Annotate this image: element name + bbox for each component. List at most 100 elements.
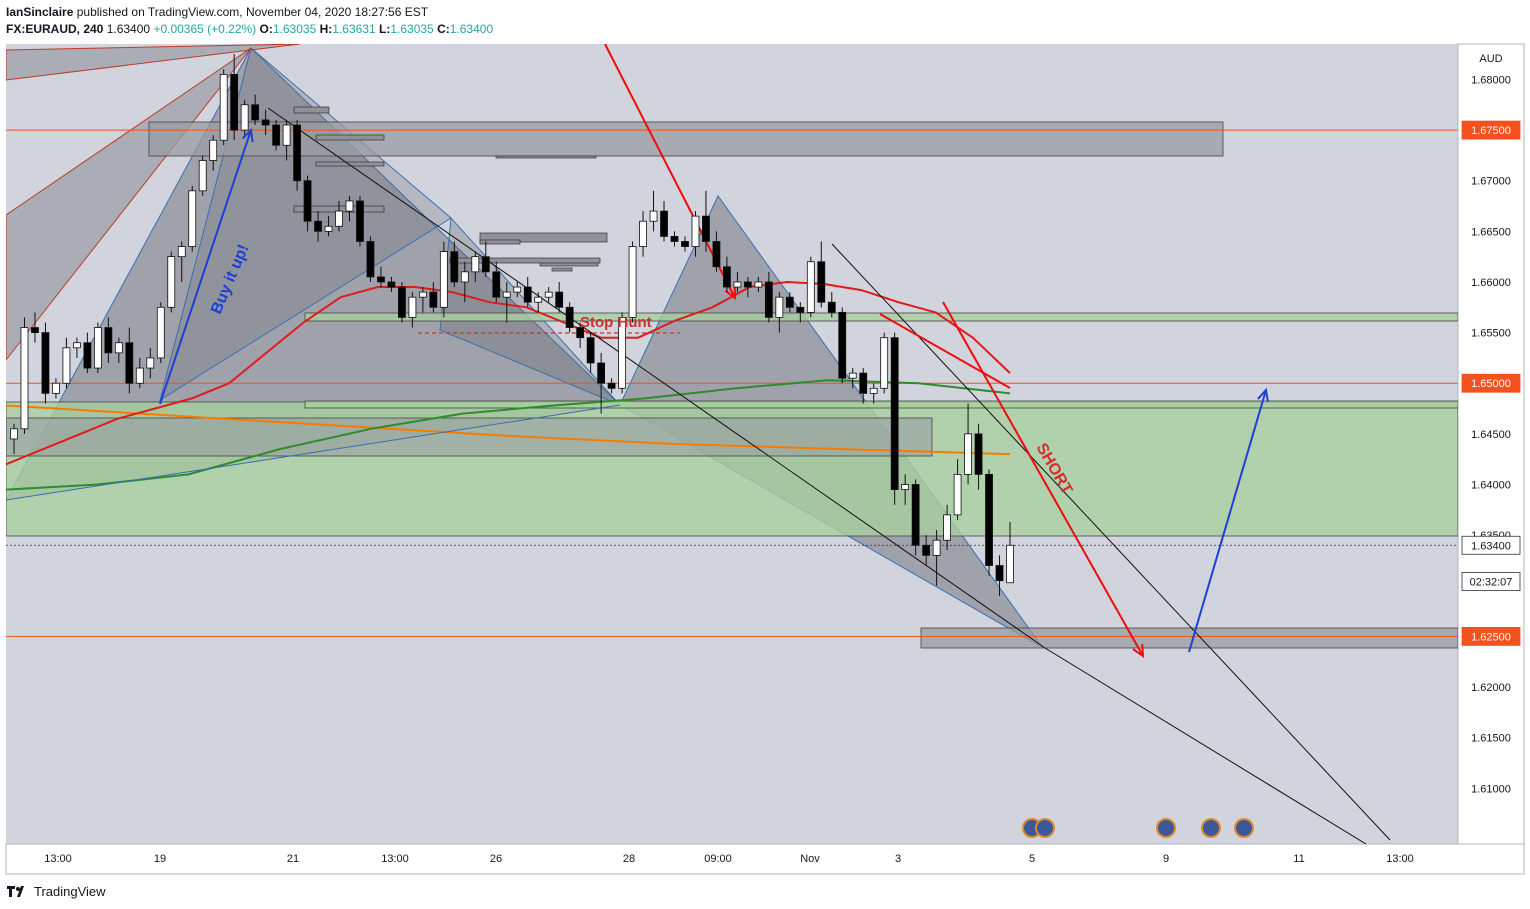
- high-label: H:: [319, 22, 333, 36]
- small-zone-box: [479, 239, 521, 245]
- candle-up: [324, 225, 333, 232]
- trend-line-2: [831, 243, 1391, 841]
- candle-up: [282, 124, 291, 146]
- y-tick-label: 1.62000: [1471, 682, 1511, 694]
- candle-up: [880, 337, 889, 389]
- trend-line-1-ext: [1044, 647, 1367, 844]
- trend-line-1: [267, 107, 1046, 649]
- candle-down: [890, 337, 899, 490]
- x-axis-labels: 13:00 19 21 13:00 26 28 09:00 Nov 3 5 9 11 13:00: [44, 853, 1414, 865]
- level-price-label: 1.62500: [1471, 631, 1511, 643]
- candle-up: [219, 73, 228, 141]
- candle-down: [796, 306, 805, 313]
- y-tick-label: 1.64000: [1471, 480, 1511, 492]
- small-zone-box: [449, 257, 601, 264]
- last-price-label-box: [1461, 535, 1521, 555]
- candle-down: [377, 276, 385, 283]
- y-tick-label: 1.64500: [1471, 429, 1511, 441]
- y-tick-label: 1.68000: [1471, 74, 1511, 86]
- small-zone-box: [315, 161, 385, 167]
- x-tick-label: 21: [287, 853, 299, 865]
- annotation-stop-hunt: Stop Hunt: [580, 314, 652, 331]
- candle-up: [639, 220, 647, 247]
- candle-down: [450, 251, 459, 283]
- tradingview-brand[interactable]: TradingView: [34, 883, 106, 899]
- candle-up: [628, 246, 637, 318]
- y-tick-label: 1.65500: [1471, 328, 1511, 340]
- currency-label: AUD: [1479, 53, 1502, 65]
- candle-up: [502, 291, 511, 298]
- price-axis[interactable]: [1457, 43, 1525, 845]
- tradingview-logo-icon[interactable]: [6, 884, 28, 898]
- pattern-triangle-top-strip: [6, 44, 301, 81]
- candle-up: [146, 357, 155, 369]
- small-zone-box: [495, 155, 597, 159]
- x-tick-label: 13:00: [381, 853, 409, 865]
- event-icon: [1035, 818, 1055, 838]
- candle-up: [775, 296, 784, 318]
- candle-up: [439, 251, 448, 308]
- candle-down: [565, 306, 574, 328]
- candle-down: [398, 286, 406, 318]
- candle-up: [754, 281, 763, 288]
- time-axis[interactable]: [5, 843, 1525, 875]
- candle-up: [733, 281, 742, 288]
- economic-events[interactable]: [1022, 818, 1254, 838]
- publish-info: published on TradingView.com, November 0…: [76, 5, 429, 19]
- candle-down: [31, 327, 39, 334]
- candle-down: [838, 311, 847, 379]
- candle-down: [743, 281, 752, 288]
- red-line-short: [879, 313, 1011, 389]
- candle-down: [366, 241, 375, 278]
- last-price-label: 1.63400: [1471, 540, 1511, 552]
- candle-down: [827, 301, 836, 313]
- publish-line: IanSinclaire published on TradingView.co…: [6, 4, 1206, 21]
- close-label: C:: [437, 22, 450, 36]
- candle-up: [62, 347, 71, 384]
- candle-down: [356, 200, 364, 242]
- candle-down: [670, 236, 679, 242]
- chart-svg[interactable]: Buy it up! Stop Hunt SHORT AUD 1.680001.…: [0, 40, 1530, 875]
- candle-down: [859, 372, 868, 394]
- y-tick-label: 1.66500: [1471, 226, 1511, 238]
- candle-down: [104, 327, 113, 354]
- candle-up: [20, 327, 29, 430]
- y-tick-label: 1.67000: [1471, 176, 1511, 188]
- candle-up: [135, 367, 144, 384]
- x-tick-label: 19: [154, 853, 166, 865]
- candle-up: [901, 484, 910, 490]
- candle-up: [544, 291, 553, 298]
- high-value: 1.63631: [332, 22, 376, 36]
- open-label: O:: [259, 22, 273, 36]
- low-label: L:: [379, 22, 391, 36]
- candle-up: [513, 286, 522, 293]
- small-zone-box: [315, 134, 385, 141]
- ohlc-line: FX:EURAUD, 240 1.63400 +0.00365 (+0.22%)…: [6, 21, 1206, 38]
- candle-down: [429, 291, 438, 308]
- candle-down: [314, 220, 322, 232]
- candle-up: [1006, 544, 1014, 584]
- candle-up: [73, 342, 81, 349]
- level-price-label-box: [1461, 120, 1521, 140]
- countdown-label-box: [1461, 572, 1521, 591]
- candle-up: [209, 139, 218, 161]
- small-zone-box: [551, 267, 573, 272]
- last-price: 1.63400: [106, 22, 151, 36]
- candle-down: [817, 261, 826, 303]
- candle-down: [586, 337, 595, 364]
- candle-up: [953, 473, 962, 516]
- candle-up: [691, 215, 700, 247]
- zone-gray-bottom: [920, 627, 1458, 649]
- candle-up: [240, 104, 249, 131]
- candle-down: [272, 124, 281, 146]
- candle-down: [41, 332, 50, 394]
- candle-down: [251, 104, 260, 121]
- candle-down: [597, 362, 606, 384]
- short-arrow-head: [1132, 643, 1145, 659]
- author-name[interactable]: IanSinclaire: [6, 5, 74, 19]
- buy-arrow-head: [241, 127, 254, 143]
- drawings-layer: [6, 44, 1458, 844]
- candle-up: [408, 296, 417, 318]
- candle-down: [261, 119, 270, 126]
- candle-down: [911, 484, 920, 546]
